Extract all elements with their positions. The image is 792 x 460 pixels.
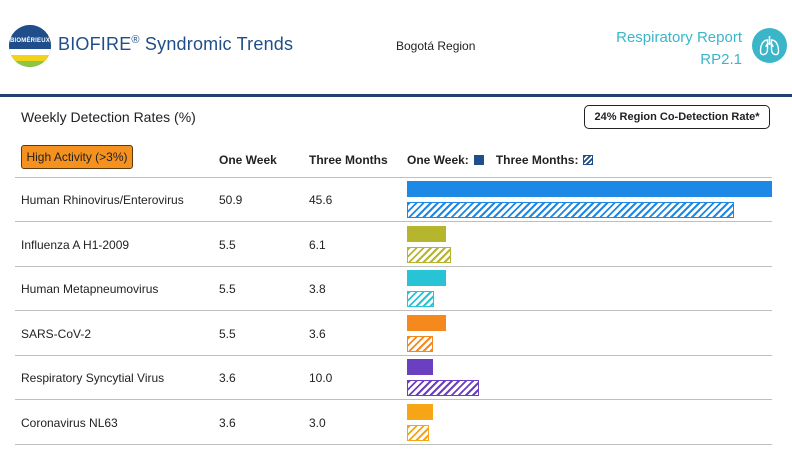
pathogen-name: Coronavirus NL63	[21, 415, 118, 430]
header-divider	[0, 94, 792, 97]
header: BIOMÉRIEUX BIOFIRE® Syndromic Trends Bog…	[0, 0, 792, 94]
row-divider	[15, 310, 772, 311]
report-code: RP2.1	[700, 51, 742, 68]
one-week-value: 3.6	[219, 371, 236, 385]
bar-three-months	[407, 424, 429, 441]
one-week-value: 5.5	[219, 237, 236, 252]
codetection-rate-box: 24% Region Co-Detection Rate*	[584, 105, 770, 129]
pathogen-name: SARS-CoV-2	[21, 326, 92, 341]
biomerieux-logo: BIOMÉRIEUX	[9, 25, 51, 67]
row-divider	[15, 399, 772, 400]
legend-label-one-week: One Week:	[407, 153, 469, 167]
bar-one-week	[407, 181, 772, 197]
row-divider	[15, 443, 772, 445]
one-week-value: 5.5	[219, 326, 236, 341]
table-row: Influenza A H1-2009 5.5 6.1	[15, 223, 772, 267]
col-header-one-week: One Week	[219, 153, 277, 167]
table-row: SARS-CoV-2 5.5 3.6	[15, 312, 772, 356]
legend-hatch-swatch	[583, 155, 594, 165]
pathogen-name: Human Rhinovirus/Enterovirus	[21, 193, 184, 207]
report-name: Respiratory Report	[616, 29, 742, 46]
three-months-value: 3.8	[309, 282, 326, 296]
app-title: BIOFIRE® Syndromic Trends	[58, 34, 293, 55]
three-months-value: 3.0	[309, 415, 326, 430]
bar-one-week	[407, 314, 447, 331]
pathogen-name: Respiratory Syncytial Virus	[21, 371, 165, 385]
bar-three-months	[407, 202, 734, 218]
bar-one-week	[407, 225, 447, 242]
bar-three-months	[407, 335, 433, 352]
report-title: Respiratory Report RP2.1	[616, 27, 742, 71]
table-row: Coronavirus NL63 3.6 3.0	[15, 401, 772, 445]
table-row: Respiratory Syncytial Virus 3.6 10.0	[15, 356, 772, 400]
three-months-value: 6.1	[309, 237, 326, 252]
region-label: Bogotá Region	[396, 39, 476, 53]
legend-solid-swatch	[473, 155, 484, 165]
pathogen-name: Human Metapneumovirus	[21, 282, 159, 296]
bar-one-week	[407, 403, 433, 420]
three-months-value: 45.6	[309, 193, 333, 207]
app-title-brand: BIOFIRE	[58, 34, 132, 54]
lungs-icon	[752, 28, 787, 63]
one-week-value: 5.5	[219, 282, 236, 296]
one-week-value: 3.6	[219, 415, 236, 430]
bar-one-week	[407, 359, 433, 375]
table-row: Human Rhinovirus/Enterovirus 50.9 45.6	[15, 178, 772, 222]
pathogen-name: Influenza A H1-2009	[21, 237, 130, 252]
col-header-three-months: Three Months	[309, 153, 388, 167]
app-title-rest: Syndromic Trends	[139, 34, 294, 54]
one-week-value: 50.9	[219, 193, 243, 207]
three-months-value: 10.0	[309, 371, 333, 385]
section-title: Weekly Detection Rates (%)	[21, 109, 196, 125]
row-divider	[15, 221, 772, 222]
row-divider	[15, 265, 772, 267]
legend-label-three-months: Three Months:	[495, 153, 579, 167]
registered-mark: ®	[131, 34, 140, 46]
three-months-value: 3.6	[309, 326, 326, 341]
bar-three-months	[407, 246, 451, 263]
bar-one-week	[407, 270, 447, 286]
table-row: Human Metapneumovirus 5.5 3.8	[15, 267, 772, 311]
bar-three-months	[407, 380, 479, 396]
high-activity-badge: High Activity (>3%)	[21, 145, 133, 169]
chart-legend: One Week: Three Months:	[407, 153, 594, 167]
row-divider	[15, 354, 772, 356]
header-row-divider	[15, 177, 772, 178]
logo-text: BIOMÉRIEUX	[9, 38, 50, 44]
bar-three-months	[407, 291, 435, 307]
